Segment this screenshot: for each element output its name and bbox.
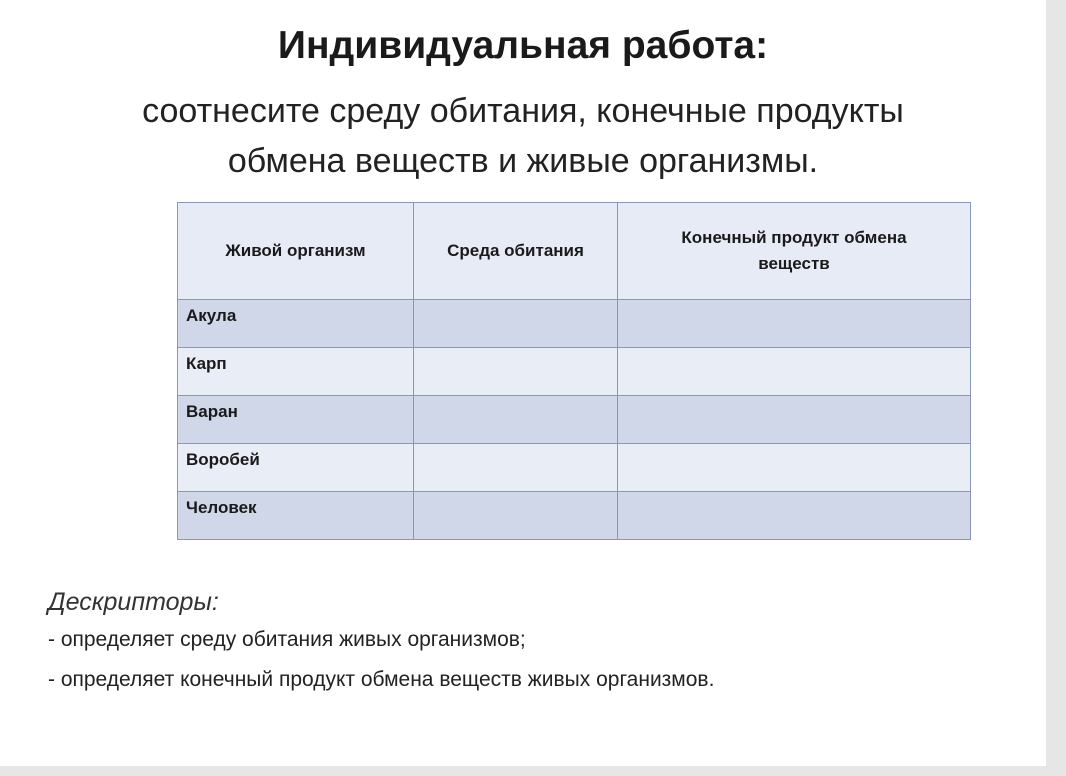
- table-row: Варан: [177, 395, 971, 444]
- slide: Индивидуальная работа: соотнесите среду …: [0, 0, 1046, 766]
- table-row: Человек: [177, 491, 971, 540]
- cell-organism: Варан: [177, 395, 414, 444]
- cell-organism: Воробей: [177, 443, 414, 492]
- table-header-row: Живой организм Среда обитания Конечный п…: [177, 202, 971, 300]
- cell-product: [617, 443, 971, 492]
- descriptors-heading: Дескрипторы:: [48, 588, 219, 616]
- table-row: Акула: [177, 299, 971, 348]
- cell-organism: Человек: [177, 491, 414, 540]
- descriptor-item: - определяет конечный продукт обмена вещ…: [48, 668, 715, 691]
- header-organism: Живой организм: [177, 202, 414, 300]
- header-habitat: Среда обитания: [413, 202, 618, 300]
- cell-habitat: [413, 347, 618, 396]
- cell-product: [617, 491, 971, 540]
- organisms-table: Живой организм Среда обитания Конечный п…: [177, 202, 971, 540]
- subtitle-line-2: обмена веществ и живые организмы.: [227, 142, 819, 180]
- descriptor-item: - определяет среду обитания живых органи…: [48, 628, 526, 651]
- cell-organism: Карп: [177, 347, 414, 396]
- cell-organism: Акула: [177, 299, 414, 348]
- subtitle-line-1: соотнесите среду обитания, конечные прод…: [142, 92, 904, 130]
- cell-habitat: [413, 299, 618, 348]
- cell-product: [617, 395, 971, 444]
- cell-habitat: [413, 443, 618, 492]
- header-product: Конечный продукт обмена веществ: [617, 202, 971, 300]
- cell-habitat: [413, 491, 618, 540]
- table-row: Карп: [177, 347, 971, 396]
- slide-title: Индивидуальная работа:: [277, 24, 769, 67]
- table-row: Воробей: [177, 443, 971, 492]
- cell-product: [617, 299, 971, 348]
- cell-product: [617, 347, 971, 396]
- cell-habitat: [413, 395, 618, 444]
